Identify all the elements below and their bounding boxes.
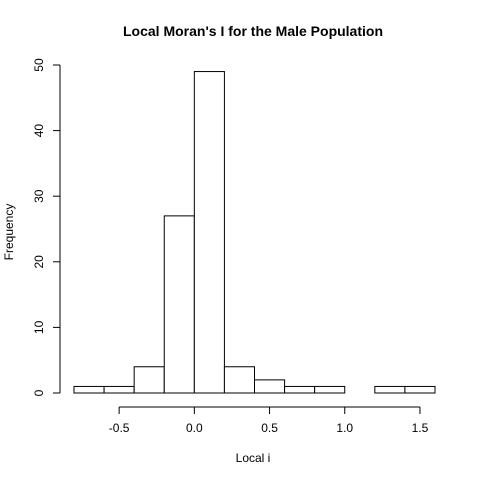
y-tick-label-3: 30: [32, 189, 46, 203]
x-tick-label-1: 0.0: [186, 421, 203, 435]
histogram-bar-1: [103, 385, 135, 394]
y-axis: 0 10 20 30 40 50: [32, 58, 61, 396]
x-tick-label-2: 0.5: [261, 421, 278, 435]
histogram-bar-8: [314, 385, 346, 394]
y-axis-label: Frequency: [2, 204, 16, 261]
x-tick-label-0: -0.5: [109, 421, 130, 435]
bars-group: [73, 71, 436, 394]
x-axis: -0.5 0.0 0.5 1.0 1.5: [109, 406, 429, 435]
histogram-bar-6: [254, 379, 286, 394]
x-axis-label: Local i: [236, 451, 271, 465]
histogram-bar-4: [193, 71, 225, 394]
y-tick-label-1: 10: [32, 320, 46, 334]
x-tick-label-3: 1.0: [336, 421, 353, 435]
histogram-bar-2: [133, 366, 165, 394]
y-tick-label-4: 40: [32, 124, 46, 138]
histogram-bar-7: [284, 385, 316, 394]
histogram-bar-3: [163, 215, 195, 394]
histogram-bar-11: [404, 385, 436, 394]
x-tick-label-4: 1.5: [412, 421, 429, 435]
y-tick-label-2: 20: [32, 255, 46, 269]
histogram-bar-10: [374, 385, 406, 394]
y-tick-label-5: 50: [32, 58, 46, 72]
histogram-bar-0: [73, 385, 105, 394]
chart-title: Local Moran's I for the Male Population: [123, 23, 383, 39]
histogram-bar-5: [223, 366, 256, 394]
y-tick-label-0: 0: [32, 389, 46, 396]
